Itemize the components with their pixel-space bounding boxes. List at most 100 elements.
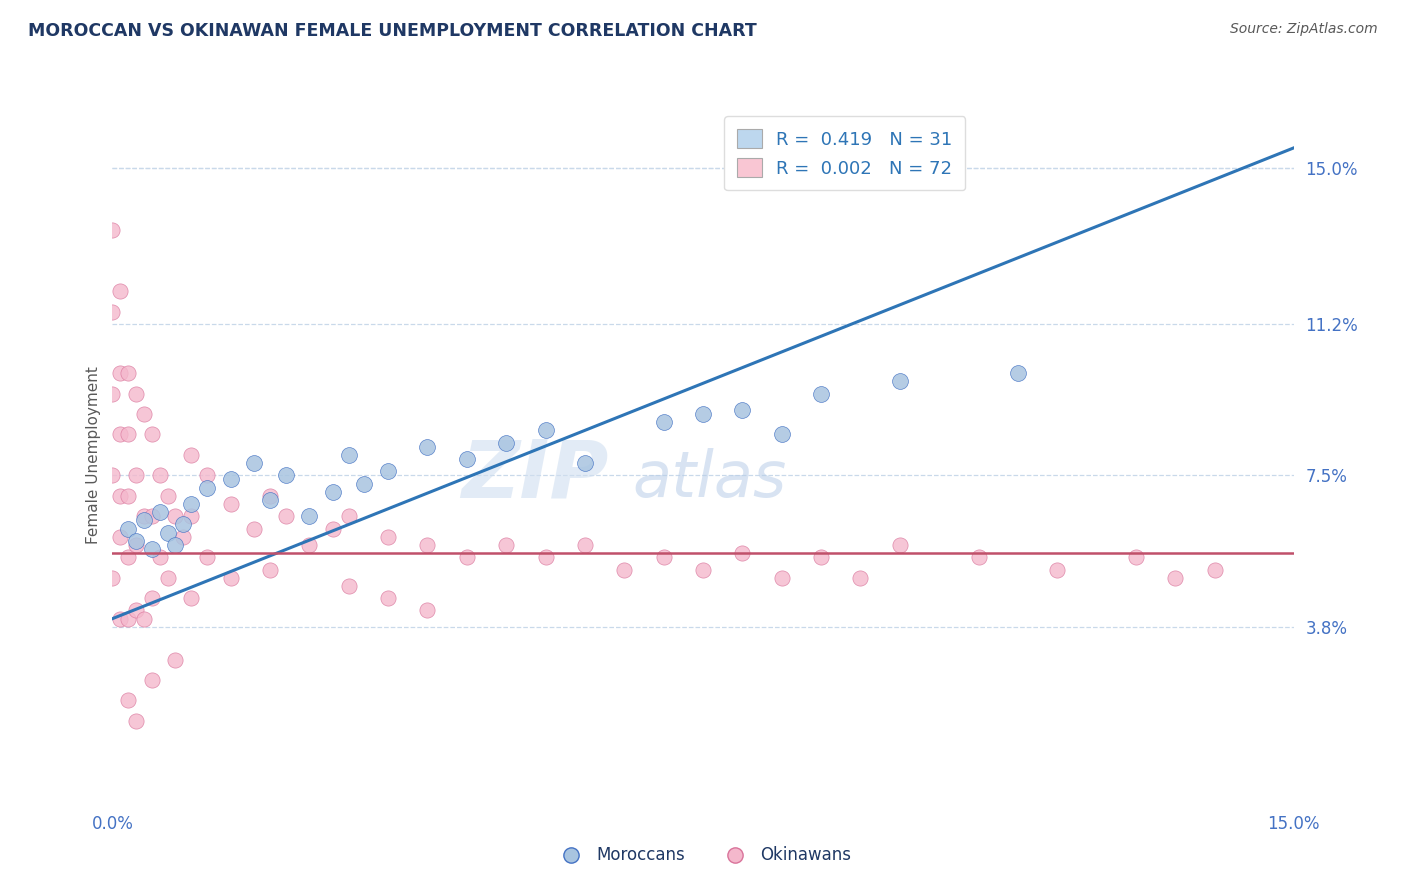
Point [243, 456, 266, 470]
Point [495, 435, 517, 450]
Point [274, 468, 297, 483]
Point [117, 489, 139, 503]
Point [495, 538, 517, 552]
Point [125, 468, 148, 483]
Point [117, 522, 139, 536]
Point [377, 530, 399, 544]
Point [337, 579, 360, 593]
Point [274, 509, 297, 524]
Point [132, 612, 155, 626]
Point [731, 546, 754, 560]
Point [1204, 562, 1226, 576]
Point [416, 538, 439, 552]
Point [149, 505, 172, 519]
Text: ZIP: ZIP [461, 437, 609, 515]
Point [101, 468, 124, 483]
Point [117, 693, 139, 707]
Point [219, 473, 242, 487]
Point [259, 489, 281, 503]
Point [243, 522, 266, 536]
Point [117, 550, 139, 565]
Point [125, 533, 148, 548]
Point [110, 284, 132, 298]
Point [810, 550, 832, 565]
Point [353, 476, 375, 491]
Point [125, 538, 148, 552]
Point [1007, 366, 1029, 380]
Point [692, 562, 714, 576]
Point [101, 386, 124, 401]
Point [101, 304, 124, 318]
Point [165, 509, 187, 524]
Point [117, 427, 139, 442]
Point [692, 407, 714, 421]
Point [416, 440, 439, 454]
Point [110, 530, 132, 544]
Point [132, 407, 155, 421]
Point [416, 603, 439, 617]
Point [377, 591, 399, 606]
Text: Source: ZipAtlas.com: Source: ZipAtlas.com [1230, 22, 1378, 37]
Text: MOROCCAN VS OKINAWAN FEMALE UNEMPLOYMENT CORRELATION CHART: MOROCCAN VS OKINAWAN FEMALE UNEMPLOYMENT… [28, 22, 756, 40]
Point [141, 427, 163, 442]
Point [132, 509, 155, 524]
Point [172, 517, 194, 532]
Point [180, 509, 202, 524]
Point [259, 562, 281, 576]
Point [110, 427, 132, 442]
Point [149, 468, 172, 483]
Point [219, 497, 242, 511]
Point [165, 652, 187, 666]
Point [613, 562, 636, 576]
Point [110, 612, 132, 626]
Point [180, 497, 202, 511]
Point [1046, 562, 1069, 576]
Point [125, 386, 148, 401]
Point [889, 374, 911, 388]
Y-axis label: Female Unemployment: Female Unemployment [86, 366, 101, 544]
Point [889, 538, 911, 552]
Point [770, 427, 793, 442]
Point [156, 489, 179, 503]
Point [156, 525, 179, 540]
Point [156, 571, 179, 585]
Point [337, 509, 360, 524]
Legend: Moroccans, Okinawans: Moroccans, Okinawans [548, 839, 858, 871]
Point [117, 366, 139, 380]
Point [165, 538, 187, 552]
Point [195, 550, 218, 565]
Point [180, 448, 202, 462]
Point [652, 550, 675, 565]
Point [337, 448, 360, 462]
Point [1164, 571, 1187, 585]
Point [574, 538, 596, 552]
Point [172, 530, 194, 544]
Point [298, 538, 321, 552]
Point [132, 513, 155, 527]
Point [810, 386, 832, 401]
Point [849, 571, 872, 585]
Point [195, 468, 218, 483]
Point [110, 366, 132, 380]
Point [149, 550, 172, 565]
Point [456, 550, 478, 565]
Point [259, 492, 281, 507]
Point [770, 571, 793, 585]
Point [117, 612, 139, 626]
Text: atlas: atlas [633, 449, 786, 510]
Point [652, 415, 675, 429]
Point [125, 603, 148, 617]
Point [141, 591, 163, 606]
Point [125, 714, 148, 728]
Point [141, 542, 163, 557]
Point [101, 223, 124, 237]
Point [574, 456, 596, 470]
Point [298, 509, 321, 524]
Point [456, 452, 478, 467]
Point [1125, 550, 1147, 565]
Point [731, 403, 754, 417]
Point [219, 571, 242, 585]
Point [180, 591, 202, 606]
Point [195, 481, 218, 495]
Point [141, 673, 163, 687]
